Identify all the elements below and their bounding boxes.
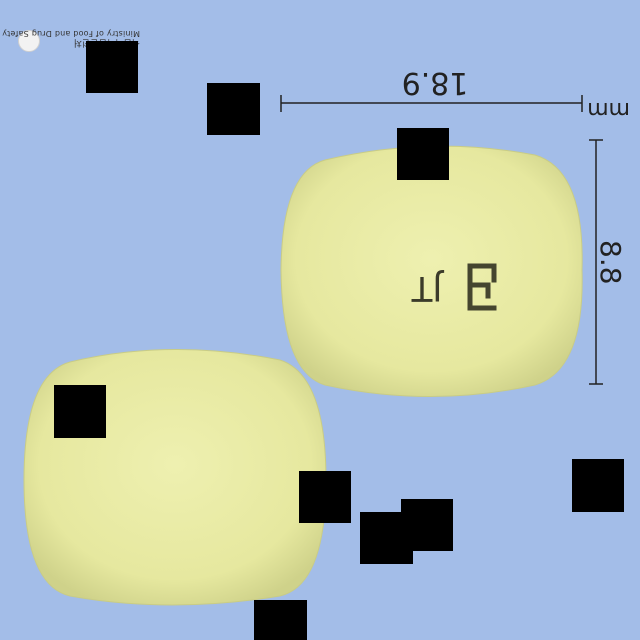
imprint-symbol [467,263,497,311]
redaction-block [397,128,449,180]
redaction-block [54,385,106,438]
redaction-block [360,512,413,564]
redaction-block [299,471,351,523]
unit-label: mm [587,97,630,122]
logo-name-english: Ministry of Food and Drug Safety [2,29,140,38]
length-label: 18.9 [401,65,469,100]
redaction-block [254,600,307,640]
redaction-block [207,83,260,135]
redaction-block [86,41,138,93]
imprint-text: JT [411,268,443,308]
width-label: 8.8 [594,240,627,285]
tablet-front [280,145,583,397]
width-dimension-line [589,139,603,385]
length-dimension-line [280,95,583,112]
redaction-block [572,459,624,512]
